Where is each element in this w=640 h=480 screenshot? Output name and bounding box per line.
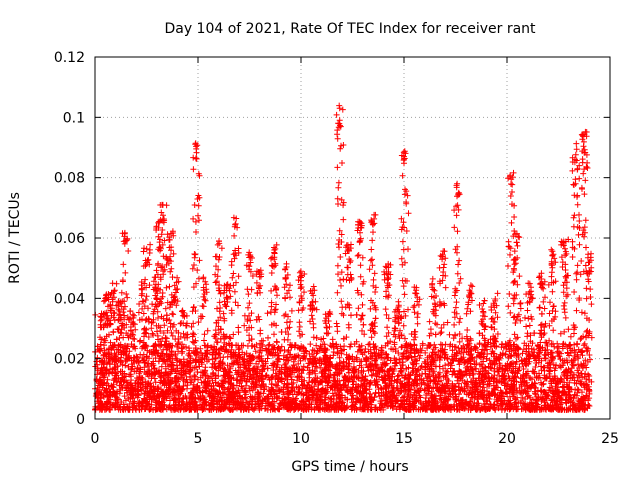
data-point: [366, 386, 373, 393]
data-point: [230, 331, 237, 338]
data-point: [367, 391, 374, 397]
data-point: [287, 318, 294, 325]
data-point: [273, 338, 280, 345]
data-point: [242, 388, 249, 395]
data-point: [294, 377, 301, 384]
data-point: [567, 333, 574, 340]
data-point: [121, 393, 128, 400]
data-point: [177, 320, 184, 327]
data-point: [288, 307, 295, 314]
data-point: [506, 393, 513, 400]
data-point: [324, 382, 331, 389]
data-point: [585, 402, 592, 409]
data-point: [128, 377, 135, 384]
data-point: [372, 315, 379, 322]
data-point: [538, 310, 545, 317]
data-point: [550, 327, 557, 334]
data-point: [362, 346, 369, 352]
data-point: [532, 364, 539, 370]
data-point: [446, 331, 453, 338]
data-point: [570, 395, 577, 402]
data-point: [494, 331, 501, 337]
data-point: [542, 320, 549, 327]
data-point: [189, 338, 196, 345]
data-point: [579, 389, 585, 396]
data-point: [188, 323, 195, 330]
data-point: [348, 312, 354, 319]
data-point: [399, 359, 406, 366]
data-point: [329, 336, 336, 343]
data-point: [264, 310, 271, 317]
data-point: [201, 337, 207, 344]
data-point: [186, 373, 193, 380]
data-point: [313, 334, 320, 341]
data-point: [247, 317, 254, 324]
data-point: [577, 336, 584, 343]
data-point: [585, 371, 592, 378]
data-point: [310, 334, 317, 341]
data-point: [334, 323, 341, 330]
data-point: [168, 329, 175, 336]
data-point: [93, 358, 100, 365]
data-points: [92, 102, 595, 413]
data-point: [396, 356, 403, 363]
data-point: [442, 362, 449, 369]
data-point: [252, 348, 259, 355]
data-point: [123, 321, 130, 328]
data-point: [581, 340, 588, 347]
data-point: [580, 333, 587, 340]
data-point: [295, 360, 302, 367]
data-point: [366, 341, 373, 348]
data-point: [473, 365, 480, 372]
grid-lines: [95, 57, 610, 419]
data-point: [148, 319, 155, 326]
data-point: [464, 327, 471, 333]
data-point: [372, 390, 379, 397]
data-point: [241, 322, 248, 329]
data-point: [456, 331, 463, 337]
data-point: [402, 335, 408, 342]
data-point: [522, 314, 528, 321]
data-point: [450, 368, 457, 375]
data-point: [354, 374, 361, 381]
data-point: [565, 326, 572, 333]
data-point: [417, 385, 423, 392]
data-point: [423, 375, 430, 382]
